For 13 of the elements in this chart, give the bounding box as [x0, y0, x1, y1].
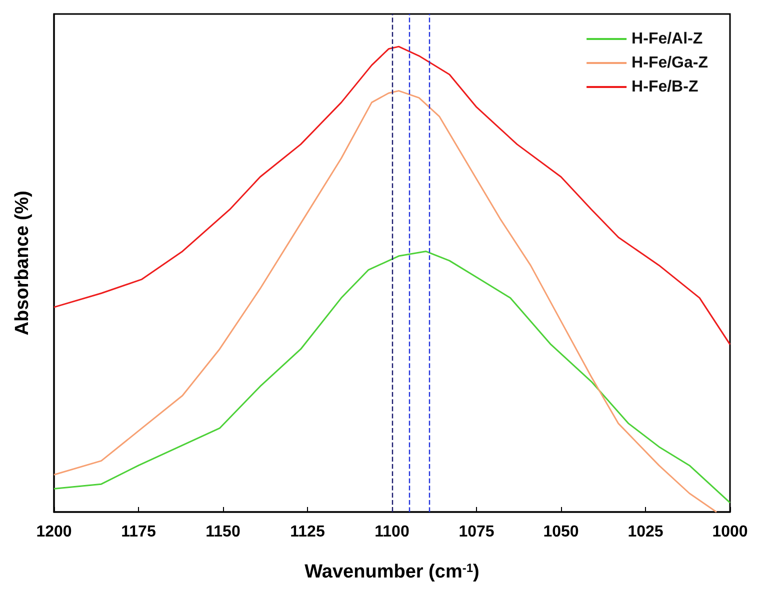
x-tick-label: 1000 — [712, 524, 748, 540]
x-tick-label: 1075 — [458, 524, 494, 540]
x-tick-label: 1125 — [290, 524, 325, 540]
y-axis-title: Absorbance (%) — [12, 190, 33, 336]
x-tick-label: 1100 — [374, 524, 410, 540]
x-tick-label: 1200 — [36, 524, 72, 540]
x-tick-label: 1050 — [543, 524, 579, 540]
legend-label: H-Fe/Al-Z — [632, 30, 703, 48]
legend-label: H-Fe/Ga-Z — [632, 54, 708, 72]
x-tick-label: 1175 — [121, 524, 156, 540]
x-tick-label: 1150 — [206, 524, 240, 540]
legend-label: H-Fe/B-Z — [632, 78, 698, 96]
x-tick-label: 1025 — [628, 524, 664, 540]
